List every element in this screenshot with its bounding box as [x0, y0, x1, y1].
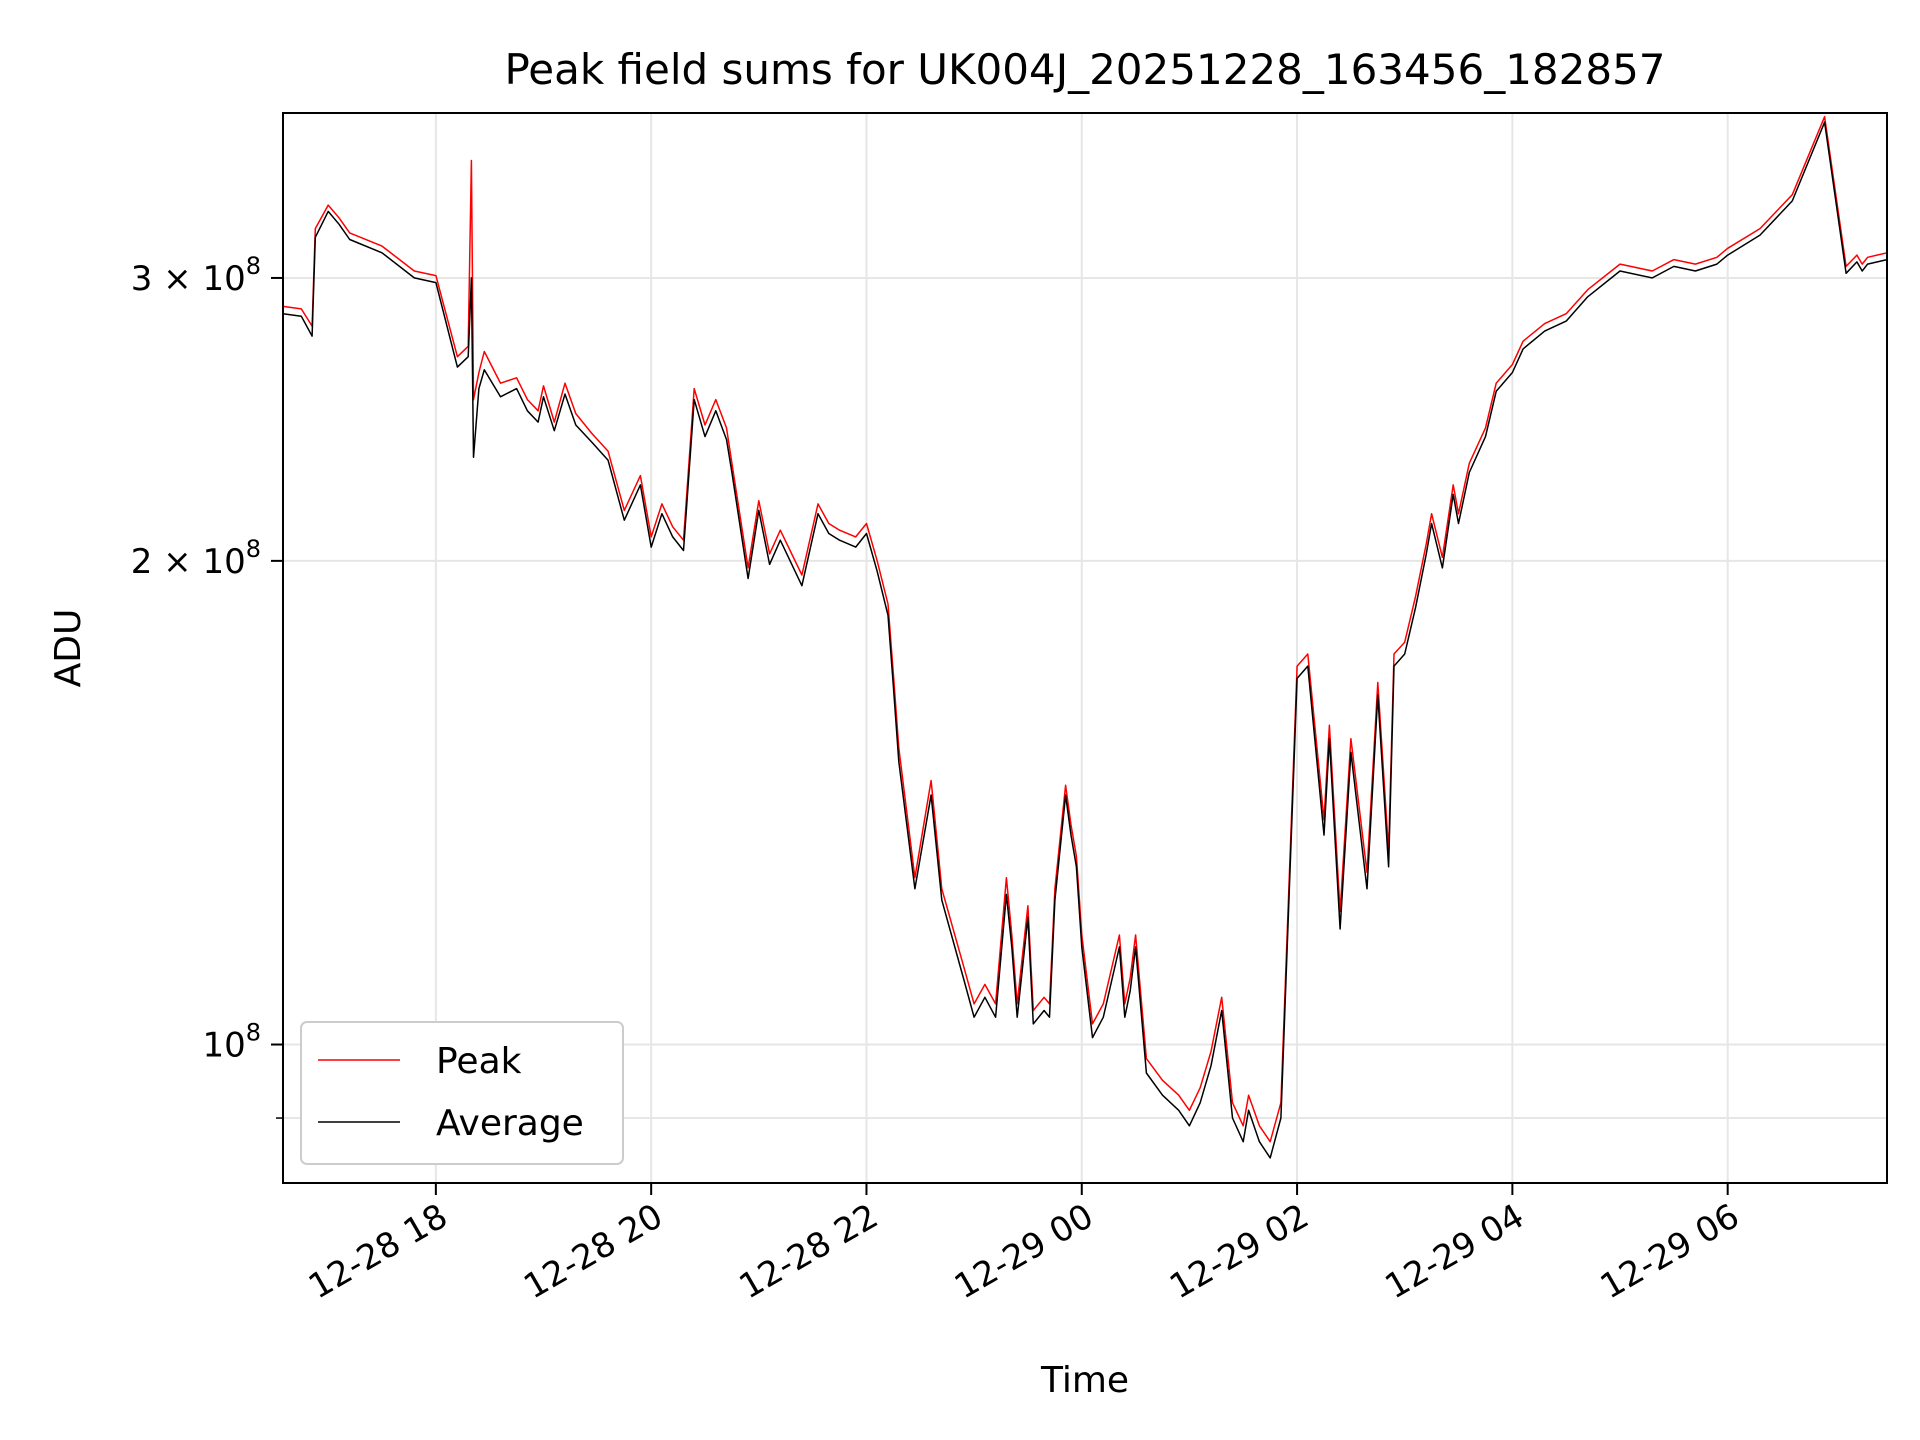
legend-peak-label: Peak	[436, 1041, 522, 1082]
y-axis-label: ADU	[48, 609, 89, 688]
legend: Peak Average	[300, 1021, 624, 1165]
x-tick-label: 12-28 22	[733, 1196, 885, 1307]
y-tick-label-exponent: 8	[246, 252, 261, 280]
y-tick-label-base: 10	[202, 1026, 245, 1066]
y-tick-label-base: 2 × 10	[131, 542, 246, 582]
x-axis-label: Time	[1040, 1360, 1129, 1401]
x-tick-label: 12-28 18	[302, 1196, 454, 1307]
y-tick-label: 3 × 108	[131, 252, 261, 299]
chart-title: Peak field sums for UK004J_20251228_1634…	[504, 45, 1665, 94]
y-tick-label-exponent: 8	[246, 1019, 261, 1047]
y-tick-label-exponent: 8	[246, 535, 261, 563]
x-tick-label: 12-29 04	[1378, 1196, 1530, 1307]
series-line-average	[282, 121, 1888, 1159]
x-tick-label: 12-29 00	[948, 1196, 1100, 1307]
series-layer	[282, 115, 1888, 1159]
x-tick-label: 12-29 06	[1594, 1196, 1746, 1307]
series-line-peak	[282, 115, 1888, 1143]
y-tick-label-base: 3 × 10	[131, 259, 246, 299]
y-tick-label: 2 × 108	[131, 535, 261, 582]
y-tick-label: 108	[202, 1019, 261, 1066]
legend-average-label: Average	[436, 1103, 584, 1144]
plot-frame	[282, 112, 1888, 1184]
x-axis: 12-28 18 12-28 20 12-28 22 12-29 00 12-29 02…	[302, 1183, 1746, 1307]
x-tick-label: 12-29 02	[1163, 1196, 1315, 1307]
legend-box	[300, 1021, 624, 1165]
x-tick-label: 12-28 20	[517, 1196, 669, 1307]
